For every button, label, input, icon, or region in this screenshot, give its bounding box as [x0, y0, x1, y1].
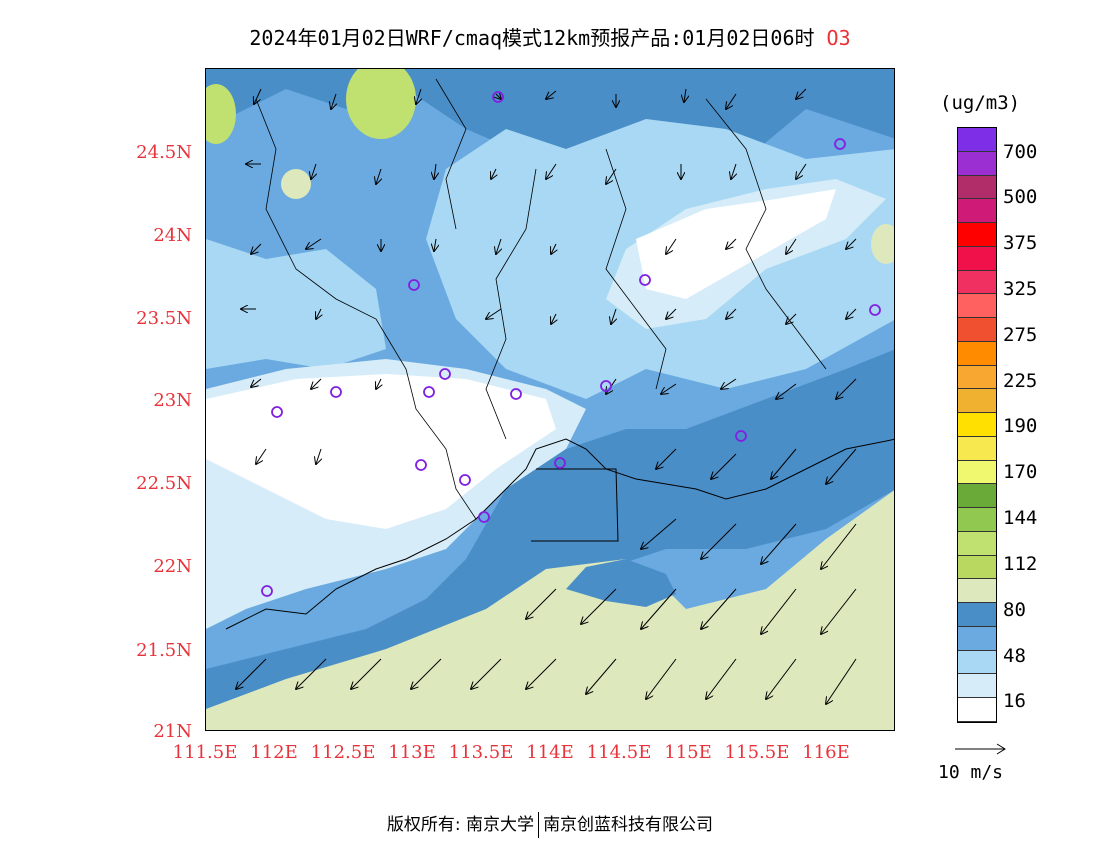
colorbar-swatch	[958, 128, 996, 152]
x-tick-label: 114.5E	[586, 742, 652, 763]
colorbar-label: 700	[1003, 141, 1038, 163]
colorbar-label: 16	[1003, 690, 1026, 712]
colorbar-label: 275	[1003, 324, 1038, 346]
x-tick-label: 112E	[250, 742, 298, 763]
concentration-map	[206, 69, 894, 730]
x-tick-label: 116E	[802, 742, 850, 763]
x-tick-label: 112.5E	[310, 742, 376, 763]
colorbar-swatch	[958, 698, 996, 722]
wind-legend-arrow	[955, 743, 1006, 755]
y-tick-label: 23.5N	[136, 308, 192, 329]
colorbar-label: 48	[1003, 645, 1026, 667]
title-species: O3	[826, 26, 851, 50]
colorbar-label: 190	[1003, 415, 1038, 437]
x-tick-label: 115.5E	[724, 742, 790, 763]
colorbar-swatch	[958, 365, 996, 390]
field-high-east	[871, 224, 894, 264]
x-tick-label: 114E	[526, 742, 574, 763]
footer-divider	[538, 812, 540, 838]
field-sea	[206, 490, 894, 730]
y-tick-label: 23N	[153, 390, 192, 411]
monitoring-stations	[261, 91, 881, 597]
colorbar-swatch	[958, 413, 996, 437]
colorbar-swatch	[958, 579, 996, 603]
colorbar-swatch	[958, 531, 996, 556]
boundary-far-east	[705, 98, 827, 370]
colorbar-swatch	[958, 555, 996, 580]
wind-legend-label: 10 m/s	[938, 762, 1004, 783]
colorbar-label: 80	[1003, 599, 1026, 621]
field-west-light	[206, 239, 386, 369]
wind-vectors	[236, 88, 857, 704]
x-tick-label: 111.5E	[172, 742, 238, 763]
coastline	[225, 438, 894, 630]
colorbar-swatch	[958, 674, 996, 698]
footer-company: 南京创蓝科技有限公司	[543, 815, 714, 835]
footer-copyright: 版权所有: 南京大学	[386, 815, 535, 835]
colorbar-swatch	[958, 341, 996, 366]
field-bay-dark	[566, 559, 676, 607]
y-tick-label: 21N	[153, 721, 192, 742]
chart-title: 2024年01月02日WRF/cmaq模式12km预报产品:01月02日06时 …	[0, 22, 1100, 51]
colorbar-swatch	[958, 626, 996, 651]
colorbar-label: 325	[1003, 278, 1038, 300]
colorbar-swatch	[958, 436, 996, 461]
hk-box	[531, 468, 619, 542]
y-tick-label: 24.5N	[136, 142, 192, 163]
colorbar-swatch	[958, 199, 996, 223]
x-tick-label: 113E	[388, 742, 436, 763]
colorbar-unit: (ug/m3)	[940, 92, 1021, 114]
boundary-north	[435, 78, 467, 230]
x-tick-label: 115E	[664, 742, 712, 763]
colorbar-swatch	[958, 175, 996, 200]
colorbar-label: 170	[1003, 461, 1038, 483]
colorbar-swatch	[958, 151, 996, 176]
field-below16-south	[206, 374, 556, 529]
y-tick-label: 22N	[153, 556, 192, 577]
map-panel	[205, 68, 895, 731]
colorbar-swatch	[958, 223, 996, 247]
footer: 版权所有: 南京大学 南京创蓝科技有限公司	[0, 810, 1100, 838]
boundary-east	[605, 148, 667, 390]
field-high-north	[346, 69, 416, 139]
field-high-spot	[281, 169, 311, 199]
colorbar-label: 375	[1003, 232, 1038, 254]
colorbar-swatch	[958, 270, 996, 295]
colorbar-label: 112	[1003, 553, 1038, 575]
colorbar-swatch	[958, 294, 996, 318]
colorbar-label: 144	[1003, 507, 1038, 529]
y-tick-label: 22.5N	[136, 473, 192, 494]
colorbar-swatch	[958, 246, 996, 271]
colorbar-swatch	[958, 389, 996, 413]
colorbar-swatch	[958, 484, 996, 508]
colorbar-label: 500	[1003, 186, 1038, 208]
colorbar-label: 225	[1003, 370, 1038, 392]
colorbar-swatch	[958, 603, 996, 627]
field-80plus-coast	[206, 349, 894, 730]
colorbar	[957, 127, 997, 723]
colorbar-swatch	[958, 650, 996, 675]
province-boundary-west	[255, 98, 477, 520]
field-below16-north	[636, 189, 836, 299]
x-tick-label: 113.5E	[448, 742, 514, 763]
colorbar-swatch	[958, 460, 996, 485]
title-main: 2024年01月02日WRF/cmaq模式12km预报产品:01月02日06时	[249, 26, 815, 50]
colorbar-swatch	[958, 318, 996, 342]
field-high-nw	[206, 84, 236, 144]
y-tick-label: 21.5N	[136, 640, 192, 661]
colorbar-swatch	[958, 508, 996, 532]
y-tick-label: 24N	[153, 225, 192, 246]
